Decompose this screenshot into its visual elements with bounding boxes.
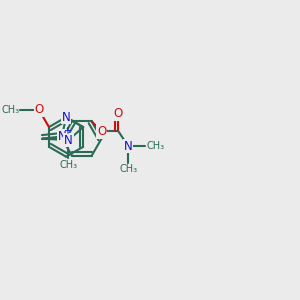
Text: N: N: [62, 111, 70, 124]
Text: CH₃: CH₃: [119, 164, 137, 174]
Text: CH₃: CH₃: [146, 141, 164, 151]
Text: N: N: [64, 134, 73, 147]
Text: CH₃: CH₃: [59, 160, 78, 170]
Text: +: +: [63, 126, 71, 136]
Text: O: O: [114, 107, 123, 120]
Text: CH₃: CH₃: [1, 105, 20, 115]
Text: O: O: [97, 125, 106, 138]
Text: N: N: [124, 140, 133, 153]
Text: N: N: [58, 130, 66, 143]
Text: O: O: [34, 103, 44, 116]
